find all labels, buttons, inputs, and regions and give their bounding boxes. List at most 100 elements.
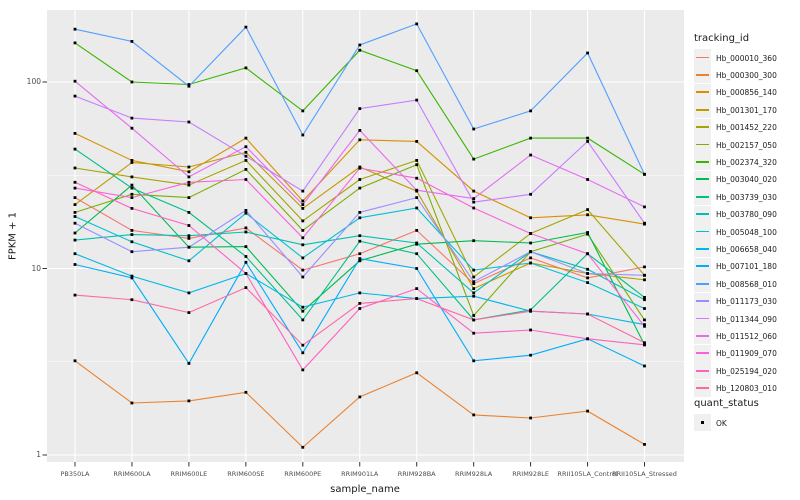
data-point-Hb_120803_010 <box>301 343 305 347</box>
data-point-Hb_003739_030 <box>73 147 77 151</box>
data-point-Hb_002374_320 <box>358 48 362 52</box>
data-point-Hb_000300_300 <box>529 416 532 420</box>
legend-key-box <box>694 170 711 188</box>
data-point-Hb_000300_300 <box>130 401 134 405</box>
legend-key-box <box>694 344 711 362</box>
data-point-Hb_011909_070 <box>529 232 532 235</box>
legend-title-quant-status: quant_status <box>694 398 759 409</box>
legend-key-box <box>694 49 711 66</box>
data-point-Hb_001452_220 <box>301 219 305 223</box>
data-point-Hb_003739_030 <box>301 318 305 322</box>
data-point-Hb_003780_090 <box>472 291 476 295</box>
legend-item-label: Hb_000010_360 <box>716 53 777 63</box>
data-point-Hb_000856_140 <box>244 136 248 140</box>
data-point-Hb_001301_170 <box>643 278 646 282</box>
data-point-Hb_005048_100 <box>301 256 305 260</box>
x-tick-label-RRIM600LA: RRIM600LA <box>113 470 151 478</box>
data-point-Hb_007101_180 <box>415 267 419 270</box>
data-point-Hb_008568_010 <box>358 43 362 47</box>
data-point-Hb_005048_100 <box>415 206 419 210</box>
x-tick-label-RRIM600LE: RRIM600LE <box>170 470 208 478</box>
data-point-Hb_001301_170 <box>130 161 134 164</box>
data-point-Hb_005048_100 <box>472 268 476 272</box>
data-point-Hb_011512_060 <box>415 188 419 192</box>
data-point-Hb_011909_070 <box>472 206 476 210</box>
data-point-Hb_120803_010 <box>244 286 248 289</box>
data-point-Hb_006658_040 <box>472 294 476 298</box>
data-point-Hb_002157_050 <box>73 211 77 214</box>
data-point-Hb_011344_090 <box>415 98 419 102</box>
data-point-Hb_008568_010 <box>244 25 248 29</box>
data-point-Hb_000010_360 <box>130 229 134 232</box>
data-point-Hb_000300_300 <box>472 413 476 417</box>
data-point-Hb_000856_140 <box>529 216 532 220</box>
data-point-Hb_025194_020 <box>529 328 532 332</box>
legend-key-box <box>694 414 711 431</box>
data-point-Hb_011173_030 <box>73 221 77 225</box>
y-tick-label-100: 100 <box>26 77 41 86</box>
data-point-Hb_002374_320 <box>130 80 134 84</box>
data-point-Hb_002374_320 <box>586 136 589 140</box>
data-point-Hb_120803_010 <box>73 293 77 297</box>
data-point-Hb_001301_170 <box>301 207 305 210</box>
data-point-Hb_008568_010 <box>643 172 646 176</box>
data-point-Hb_011173_030 <box>472 280 476 284</box>
legend-item-label: Hb_003739_030 <box>716 192 777 202</box>
legend-item-label: Hb_006658_040 <box>716 244 777 254</box>
data-point-Hb_003040_020 <box>301 309 305 313</box>
data-point-Hb_007101_180 <box>301 351 305 355</box>
data-point-Hb_003780_090 <box>73 238 77 242</box>
data-point-Hb_002157_050 <box>244 168 248 171</box>
x-tick-label-RRIM928LE: RRIM928LE <box>512 470 549 478</box>
data-point-Hb_011512_060 <box>586 178 589 181</box>
data-point-Hb_006658_040 <box>130 274 134 278</box>
data-point-Hb_011344_090 <box>73 94 77 98</box>
data-point-Hb_025194_020 <box>415 287 419 290</box>
data-point-Hb_025194_020 <box>187 224 191 227</box>
data-point-Hb_001452_220 <box>187 183 191 187</box>
legend-item-label: Hb_008568_010 <box>716 279 777 289</box>
data-point-Hb_120803_010 <box>529 309 532 313</box>
data-point-Hb_011909_070 <box>358 166 362 170</box>
legend-item-label: Hb_003040_020 <box>716 175 777 185</box>
x-tick-label-RRIM928LA: RRIM928LA <box>455 470 493 478</box>
legend-key-box <box>694 223 711 240</box>
legend-item-label: Hb_120803_010 <box>716 384 777 394</box>
legend-item-label: Hb_011909_070 <box>716 349 777 359</box>
data-point-Hb_011512_060 <box>244 145 248 149</box>
data-point-Hb_001301_170 <box>73 203 77 206</box>
data-point-Hb_025194_020 <box>586 337 589 341</box>
data-point-Hb_005048_100 <box>187 259 191 263</box>
data-point-Hb_000856_140 <box>586 213 589 217</box>
x-tick-label-RRIM600PE: RRIM600PE <box>284 470 322 478</box>
data-point-Hb_003739_030 <box>415 252 419 256</box>
data-point-Hb_007101_180 <box>73 263 77 266</box>
data-point-Hb_003040_020 <box>358 259 362 263</box>
legend-key-box <box>694 257 711 275</box>
legend-key-line <box>696 160 709 163</box>
data-point-Hb_000010_360 <box>358 252 362 256</box>
data-point-Hb_011909_070 <box>244 178 248 181</box>
data-point-Hb_003040_020 <box>73 231 77 235</box>
data-point-Hb_001452_220 <box>358 178 362 181</box>
data-point-Hb_002374_320 <box>415 69 419 73</box>
legend-key-box <box>694 136 711 153</box>
data-point-Hb_011344_090 <box>472 200 476 204</box>
data-point-Hb_000300_300 <box>643 443 646 446</box>
data-point-Hb_011173_030 <box>586 272 589 275</box>
data-point-Hb_011344_090 <box>244 154 248 158</box>
data-point-Hb_002157_050 <box>130 192 134 196</box>
data-point-Hb_011512_060 <box>529 153 532 157</box>
data-point-Hb_001301_170 <box>472 287 476 290</box>
data-point-Hb_011512_060 <box>643 205 646 209</box>
data-point-Hb_003739_030 <box>643 296 646 299</box>
legend-key-box <box>694 310 711 327</box>
data-point-Hb_003780_090 <box>244 230 248 234</box>
data-point-Hb_002374_320 <box>529 136 532 140</box>
data-point-Hb_011909_070 <box>73 186 77 190</box>
legend-key-line <box>696 265 709 268</box>
data-point-Hb_000300_300 <box>187 399 191 403</box>
legend-key-box <box>694 153 711 171</box>
legend-item-label: Hb_000300_300 <box>716 70 777 80</box>
